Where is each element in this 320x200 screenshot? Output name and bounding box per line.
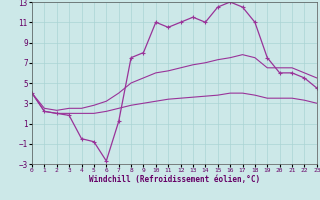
- X-axis label: Windchill (Refroidissement éolien,°C): Windchill (Refroidissement éolien,°C): [89, 175, 260, 184]
